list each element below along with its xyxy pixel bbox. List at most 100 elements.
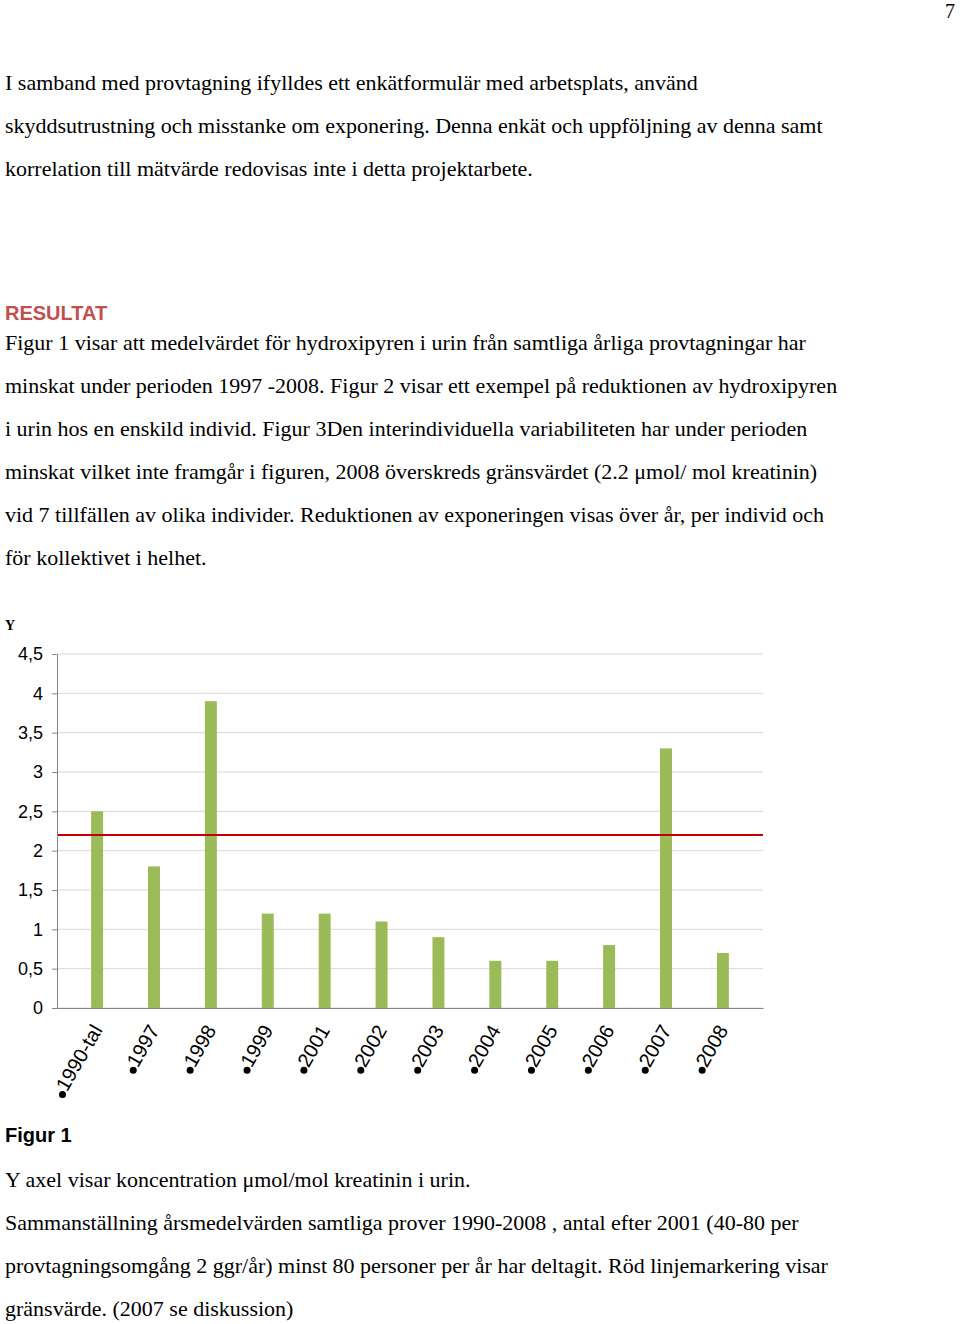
grid-line bbox=[57, 654, 763, 655]
tick: 2006 bbox=[577, 1008, 618, 1074]
bar bbox=[376, 921, 388, 1008]
tick-mark bbox=[52, 654, 57, 655]
bullet bbox=[187, 1067, 194, 1074]
tick-mark bbox=[52, 890, 57, 891]
bullet bbox=[130, 1067, 137, 1074]
grid-line bbox=[57, 1008, 763, 1009]
bar bbox=[148, 866, 160, 1008]
bar bbox=[319, 914, 331, 1008]
tick-mark bbox=[52, 772, 57, 773]
tick: 2003 bbox=[407, 1008, 448, 1074]
tick-label: 2,5 bbox=[18, 802, 43, 822]
figure-label: Figur 1 bbox=[5, 1124, 72, 1146]
paragraph-line: för kollektivet i helhet. bbox=[5, 545, 207, 570]
tick: 2008 bbox=[691, 1008, 732, 1074]
bullet bbox=[471, 1067, 478, 1074]
tick-label: 2006 bbox=[577, 1021, 618, 1071]
tick: 2004 bbox=[463, 1008, 504, 1074]
tick-mark bbox=[52, 811, 57, 812]
paragraph-line: Figur 1 visar att medelvärdet för hydrox… bbox=[5, 330, 807, 355]
tick-label: 1997 bbox=[122, 1021, 163, 1071]
bullet bbox=[357, 1067, 364, 1074]
tick: 2007 bbox=[634, 1008, 675, 1074]
tick-label: 2004 bbox=[463, 1021, 504, 1071]
paragraph-line: korrelation till mätvärde redovisas inte… bbox=[5, 156, 533, 181]
page-number: 7 bbox=[945, 0, 955, 22]
bullet bbox=[699, 1067, 706, 1074]
bar bbox=[205, 701, 217, 1008]
tick: 2002 bbox=[350, 1008, 391, 1074]
tick: 1998 bbox=[179, 1008, 220, 1074]
axis-line bbox=[58, 1008, 764, 1009]
caption-line: Y axel visar koncentration μmol/mol krea… bbox=[5, 1167, 471, 1192]
bar bbox=[262, 914, 274, 1008]
tick-label: 2007 bbox=[634, 1021, 675, 1071]
paragraph-line: I samband med provtagning ifylldes ett e… bbox=[5, 70, 698, 95]
caption-line: provtagningsomgång 2 ggr/år) minst 80 pe… bbox=[5, 1253, 829, 1278]
paragraph-line: minskat under perioden 1997 -2008. Figur… bbox=[5, 373, 837, 398]
plot-area bbox=[57, 701, 763, 1008]
tick: 1997 bbox=[122, 1008, 163, 1074]
bullet bbox=[59, 1091, 66, 1098]
bullet bbox=[642, 1067, 649, 1074]
grid-line bbox=[57, 693, 763, 694]
tick: 2,5 bbox=[18, 802, 57, 822]
tick-label: 1998 bbox=[179, 1021, 220, 1071]
bullet bbox=[414, 1067, 421, 1074]
bar bbox=[546, 961, 558, 1008]
caption-line: gränsvärde. (2007 se diskussion) bbox=[5, 1296, 293, 1321]
tick: 4,5 bbox=[18, 644, 57, 664]
tick: 4 bbox=[33, 684, 57, 704]
grid-line bbox=[57, 811, 763, 812]
grid-line bbox=[57, 850, 763, 851]
bar bbox=[717, 953, 729, 1008]
tick-label: 1990-tal bbox=[51, 1021, 106, 1095]
y-axis: 0 0,5 1 1,5 2 2,5 3 3,5 4 4,5 bbox=[18, 644, 58, 1018]
tick: 1999 bbox=[236, 1008, 277, 1074]
bar bbox=[432, 937, 444, 1008]
tick-label: 3 bbox=[33, 762, 43, 782]
tick: 2001 bbox=[293, 1008, 334, 1074]
bar bbox=[91, 811, 103, 1008]
bullet bbox=[300, 1067, 307, 1074]
tick: 0,5 bbox=[18, 959, 57, 979]
paragraph-line: vid 7 tillfällen av olika individer. Red… bbox=[5, 502, 824, 527]
paragraph-line: i urin hos en enskild individ. Figur 3De… bbox=[5, 416, 807, 441]
tick-label: 2008 bbox=[691, 1021, 732, 1071]
tick-mark bbox=[52, 733, 57, 734]
tick-mark bbox=[52, 969, 57, 970]
tick: 1990-tal bbox=[51, 1008, 106, 1098]
tick-mark bbox=[52, 929, 57, 930]
bar bbox=[603, 945, 615, 1008]
tick: 2 bbox=[33, 841, 57, 861]
page-background bbox=[0, 0, 960, 1324]
tick: 3 bbox=[33, 762, 57, 782]
tick-label: 0 bbox=[33, 998, 43, 1018]
section-heading: RESULTAT bbox=[5, 302, 107, 324]
tick-mark bbox=[52, 693, 57, 694]
tick-label: 2005 bbox=[520, 1021, 561, 1071]
grid bbox=[57, 654, 763, 1008]
tick-label: 2003 bbox=[407, 1021, 448, 1071]
axis-line bbox=[57, 655, 58, 1009]
tick-label: 2001 bbox=[293, 1021, 334, 1071]
grid-line bbox=[57, 890, 763, 891]
tick-label: 1 bbox=[33, 920, 43, 940]
chart: Y00,511,522,533,544,51990-tal19971998199… bbox=[5, 618, 764, 1098]
tick-mark bbox=[52, 1008, 57, 1009]
tick: 1,5 bbox=[18, 880, 57, 900]
bullet bbox=[244, 1067, 251, 1074]
x-axis: 1990-tal 1997 1998 1999 2001 2002 2003 2004 2005… bbox=[51, 1008, 763, 1098]
tick-label: 0,5 bbox=[18, 959, 43, 979]
tick-label: 4,5 bbox=[18, 644, 43, 664]
tick: 3,5 bbox=[18, 723, 57, 743]
paragraph-line: skyddsutrustning och misstanke om expone… bbox=[5, 113, 823, 138]
tick: 2005 bbox=[520, 1008, 561, 1074]
bar bbox=[489, 961, 501, 1008]
threshold-line bbox=[57, 834, 763, 836]
paragraph-line: minskat vilket inte framgår i figuren, 2… bbox=[5, 459, 817, 484]
grid-line bbox=[57, 732, 763, 733]
tick-label: 2002 bbox=[350, 1021, 391, 1071]
bar bbox=[660, 748, 672, 1008]
page: 7 I samband med provtagning ifylldes ett … bbox=[0, 0, 960, 1324]
